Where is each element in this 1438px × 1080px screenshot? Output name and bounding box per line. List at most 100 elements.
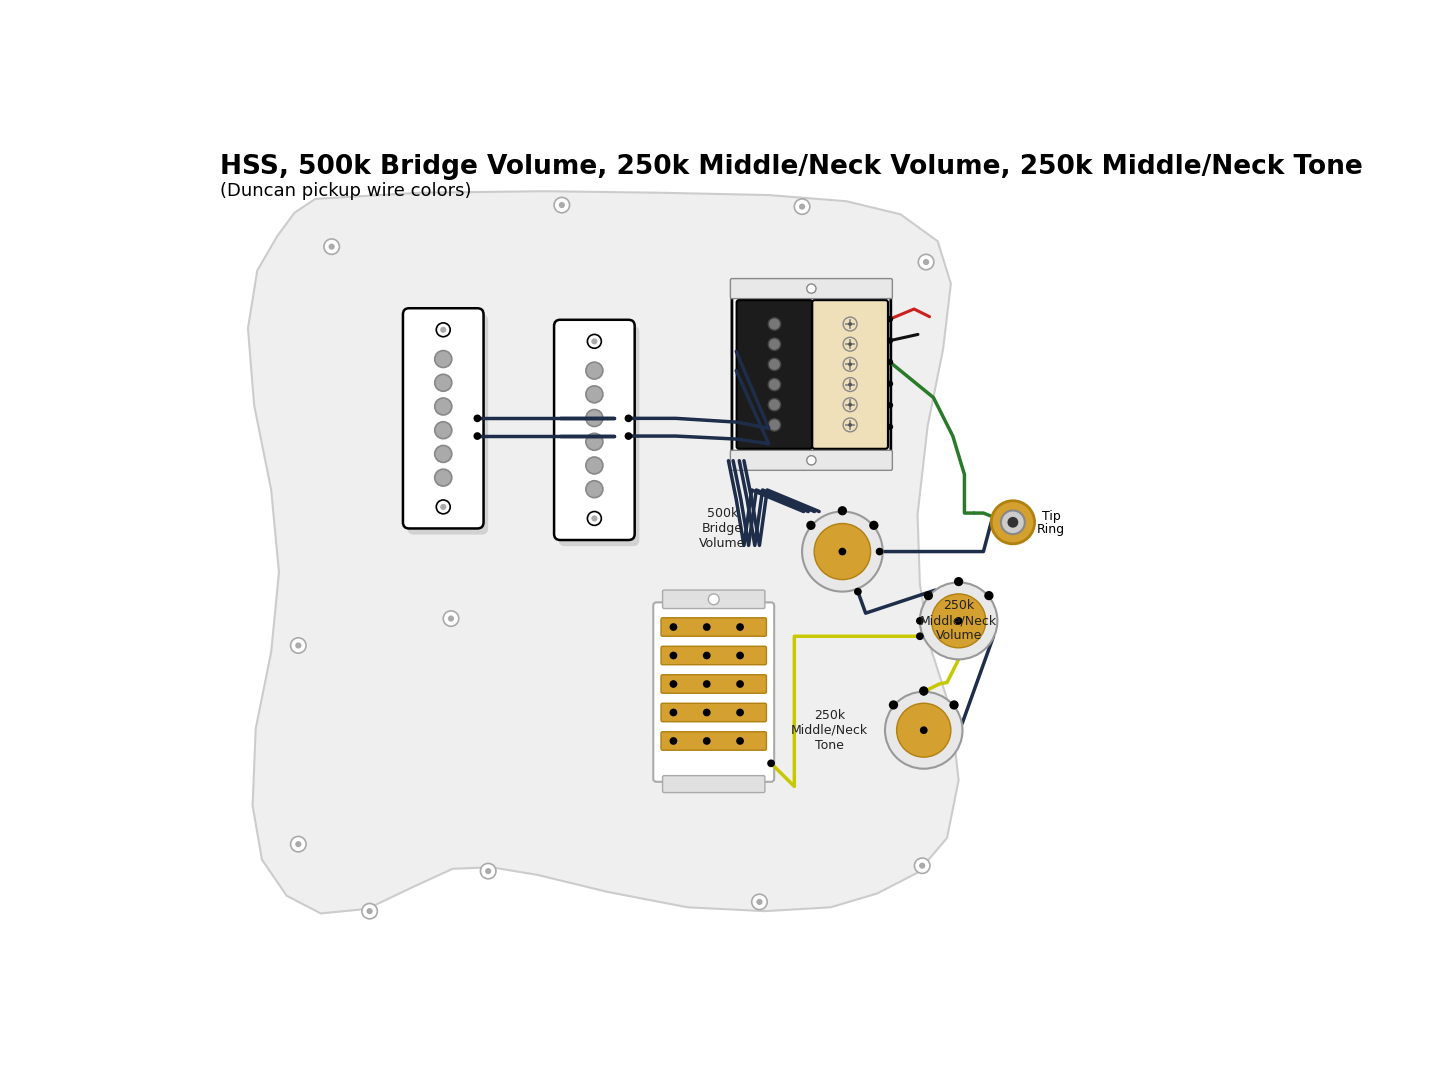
Circle shape [436,500,450,514]
Circle shape [624,432,633,440]
Circle shape [807,521,815,530]
Circle shape [843,318,857,330]
FancyBboxPatch shape [731,450,893,470]
FancyBboxPatch shape [661,675,766,693]
Circle shape [887,423,893,430]
Circle shape [756,899,762,905]
Text: 250k
Middle/Neck
Volume: 250k Middle/Neck Volume [920,599,997,643]
Circle shape [440,503,446,510]
Circle shape [703,708,710,716]
Circle shape [1008,517,1018,528]
Circle shape [434,375,452,391]
Circle shape [434,421,452,438]
Wedge shape [932,594,986,648]
Circle shape [848,342,853,346]
Circle shape [889,700,899,710]
Circle shape [434,399,452,415]
Text: (Duncan pickup wire colors): (Duncan pickup wire colors) [220,181,472,200]
Circle shape [473,415,482,422]
FancyBboxPatch shape [661,618,766,636]
Circle shape [587,335,601,348]
FancyBboxPatch shape [663,775,765,793]
Circle shape [848,322,853,326]
Circle shape [794,199,810,214]
Text: HSS, 500k Bridge Volume, 250k Middle/Neck Volume, 250k Middle/Neck Tone: HSS, 500k Bridge Volume, 250k Middle/Nec… [220,154,1363,180]
Circle shape [887,402,893,408]
Circle shape [807,456,815,464]
Circle shape [768,359,781,370]
Circle shape [736,680,743,688]
FancyBboxPatch shape [661,703,766,721]
Circle shape [916,617,923,624]
Circle shape [887,359,893,365]
Circle shape [295,841,302,847]
Circle shape [919,863,925,868]
Text: 500k
Bridge
Volume: 500k Bridge Volume [699,507,745,550]
Circle shape [324,239,339,255]
Circle shape [485,868,492,874]
Circle shape [884,691,962,769]
Circle shape [440,327,446,333]
Circle shape [843,337,857,351]
Circle shape [843,397,857,411]
Circle shape [919,254,933,270]
Circle shape [768,759,775,767]
Circle shape [854,588,861,595]
Circle shape [752,894,768,909]
Circle shape [920,688,928,696]
FancyBboxPatch shape [559,326,640,546]
Circle shape [916,633,923,640]
Circle shape [434,469,452,486]
Circle shape [915,858,930,874]
Circle shape [367,908,372,915]
Circle shape [703,738,710,745]
Circle shape [670,623,677,631]
Circle shape [848,363,853,366]
Circle shape [703,680,710,688]
Circle shape [585,433,603,450]
Circle shape [887,316,893,322]
Text: Ring: Ring [1037,524,1066,537]
FancyBboxPatch shape [403,308,483,528]
Circle shape [670,651,677,660]
Wedge shape [897,703,951,757]
Circle shape [703,623,710,631]
Circle shape [843,357,857,372]
Circle shape [587,512,601,525]
Circle shape [585,409,603,427]
Circle shape [290,837,306,852]
Circle shape [585,386,603,403]
Circle shape [768,378,781,391]
Circle shape [800,203,805,210]
Circle shape [591,515,597,522]
Circle shape [447,616,454,622]
Circle shape [949,700,959,710]
FancyBboxPatch shape [812,300,887,449]
Circle shape [807,284,815,294]
Circle shape [919,686,929,696]
Circle shape [703,651,710,660]
Circle shape [736,738,743,745]
Circle shape [328,244,335,249]
Circle shape [955,617,962,624]
Circle shape [670,738,677,745]
Circle shape [434,351,452,367]
Circle shape [624,415,633,422]
Circle shape [887,337,893,343]
Circle shape [953,577,963,586]
FancyBboxPatch shape [732,292,890,457]
Circle shape [768,318,781,330]
Circle shape [554,198,569,213]
FancyBboxPatch shape [731,279,893,298]
Circle shape [984,591,994,600]
FancyBboxPatch shape [663,590,765,608]
Circle shape [843,378,857,391]
Circle shape [362,904,377,919]
Circle shape [991,501,1034,544]
Circle shape [585,457,603,474]
Text: Tip: Tip [1043,510,1061,523]
Circle shape [843,418,857,432]
Circle shape [670,680,677,688]
Text: 250k
Middle/Neck
Tone: 250k Middle/Neck Tone [791,708,867,752]
Circle shape [736,651,743,660]
